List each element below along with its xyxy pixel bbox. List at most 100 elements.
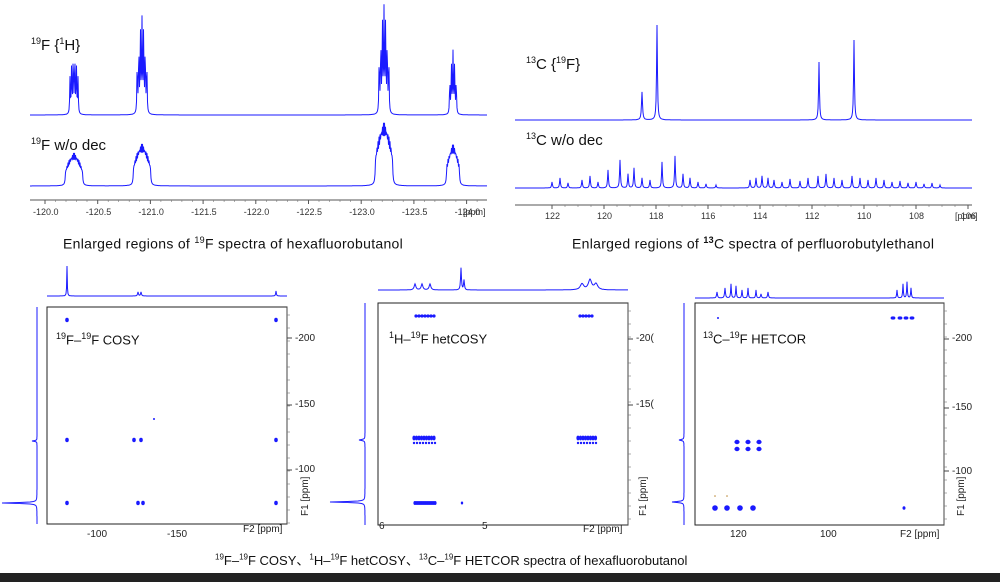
cosy-peak [153,418,155,420]
hetcosy-peak [594,441,598,445]
hetcor-top-projection [695,281,944,299]
hetcor-peak [909,316,915,320]
cosy-peak [139,437,143,443]
f19-tick-label: -122.0 [243,207,270,217]
hetcor-plot [671,281,949,526]
cosy-f2-tick-2: -150 [167,529,188,540]
hetcosy-peak [417,435,421,441]
f19-axis-ticks [44,200,478,204]
hetcosy-top-projection [378,267,628,291]
hetcosy-side-line [329,303,366,525]
f19-tick-label: -121.0 [138,207,164,217]
f19-tick-label: -123.0 [349,207,375,217]
hetcosy-peak [430,441,434,445]
hetcosy-peak [433,501,437,505]
hetcosy-peak [412,435,416,441]
c13-axis-ticks [551,205,969,209]
hetcor-peak [724,505,730,511]
c13-tick-label: 114 [753,211,768,221]
hetcor-peak [903,316,909,320]
hetcosy-peak [424,441,428,445]
c13-nodec-line [515,155,972,189]
hetcor-label: 13C–19F HETCOR [703,330,807,347]
cosy-peak [136,500,140,506]
f19-tick-label: -122.5 [296,207,323,217]
c13-tick-label: 112 [805,211,820,221]
c13-nodec-trace [515,155,972,189]
cosy-f1-tick-2: -150 [295,399,316,410]
hetcor-f2-tick-1: 120 [730,529,747,540]
cosy-peak [132,437,136,443]
hetcor-f1-tick-2: -150 [952,402,973,413]
c13-decoupled-line [515,24,972,121]
hetcosy-contours [412,314,598,505]
f19-axis-unit: [ppm] [463,207,486,217]
cosy-f2-tick-1: -100 [87,529,108,540]
hetcosy-peak [576,441,580,445]
cosy-peak [274,437,278,443]
hetcosy-f2-tick-1: 6 [379,521,385,532]
hetcor-peak [737,505,743,511]
hetcosy-peak [432,435,436,441]
hetcosy-peak [460,501,464,505]
cosy-peak [65,437,69,443]
cosy-peak [274,500,278,506]
hetcosy-f1-tick-1: -20( [636,333,654,344]
hetcor-peak [714,495,716,497]
hetcor-peak [745,446,751,452]
hetcosy-side-projection [329,303,366,525]
f19-decoupled-line [30,4,487,116]
hetcosy-peak [587,314,591,318]
bottom-caption: 19F–19F COSY、1H–19F hetCOSY、13C–19F HETC… [215,552,688,568]
hetcosy-peak [429,435,434,441]
hetcosy-peak [424,435,429,441]
hetcosy-peak [584,314,588,318]
hetcosy-plot [329,267,633,526]
hetcosy-peak [422,435,426,441]
cosy-contours [65,317,278,506]
hetcor-contours [712,316,915,511]
cosy-side-projection [1,307,38,524]
hetcosy-peak [412,441,416,445]
f19-decoupled-trace [30,4,487,116]
hetcor-top-line [695,281,944,299]
f19-tick-label: -124.0 [454,207,481,217]
hetcor-peak [726,495,728,497]
c13-axis-unit: [ppm] [955,211,978,221]
hetcosy-peak [417,314,421,318]
f19-tick-label: -120.5 [85,207,112,217]
hetcosy-f1-unit: F1 [ppm] [638,476,649,516]
c13-spectra [515,24,972,209]
hetcosy-label: 1H–19F hetCOSY [389,330,488,347]
hetcosy-peak [426,314,430,318]
hetcosy-peak [588,435,593,441]
c13-tick-label: 116 [701,211,716,221]
cosy-peak [65,317,69,323]
c13-tick-label: 122 [545,211,561,221]
cosy-f1-unit: F1 [ppm] [300,476,311,516]
c13-tick-label: 110 [857,211,872,221]
hetcosy-peak [588,441,592,445]
cosy-peak [141,500,145,506]
c13-tick-label: 118 [649,211,664,221]
hetcor-f1-axis [943,303,949,525]
c13-decoupled-trace [515,24,972,121]
c13-nodec-label: 13C w/o dec [526,131,603,149]
hetcosy-f1-axis [627,303,633,525]
hetcosy-peak [578,435,583,441]
hetcosy-peak [415,441,419,445]
hetcosy-peak [590,314,594,318]
hetcosy-peak [432,314,436,318]
hetcosy-peak [583,435,588,441]
cosy-f1-tick-1: -200 [295,333,316,344]
c13-tick-label: 108 [909,211,925,221]
hetcor-side-line [671,303,685,525]
f19-nodec-trace [30,122,487,187]
cosy-f1-tick-3: -100 [295,464,316,475]
f19-spectra [30,4,487,204]
cosy-plot [1,265,292,525]
hetcosy-peak [582,441,586,445]
c13-tick-label: 106 [961,211,977,221]
f19-tick-label: -121.5 [191,207,217,217]
hetcor-peak [902,506,906,510]
